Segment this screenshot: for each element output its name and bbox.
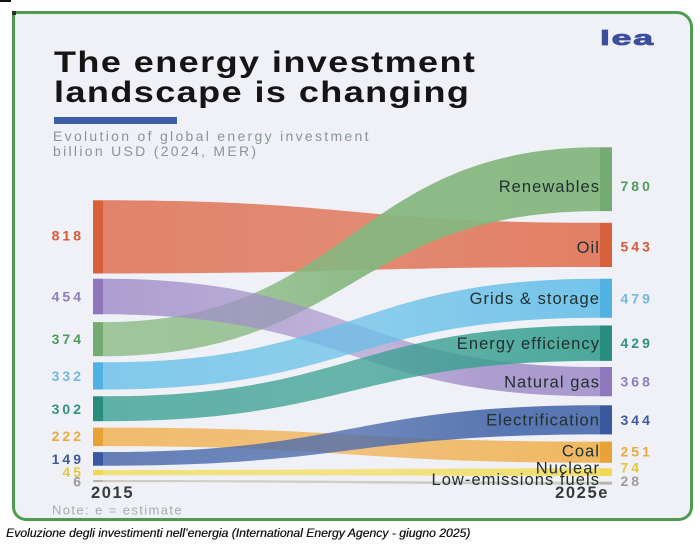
svg-text:344: 344 xyxy=(621,412,653,428)
svg-text:543: 543 xyxy=(621,238,653,254)
svg-text:429: 429 xyxy=(621,335,653,351)
svg-text:Low-emissions fuels: Low-emissions fuels xyxy=(431,471,600,489)
svg-text:222: 222 xyxy=(52,428,84,444)
svg-text:479: 479 xyxy=(621,290,653,306)
svg-text:Natural gas: Natural gas xyxy=(504,373,600,391)
svg-text:302: 302 xyxy=(52,401,84,417)
svg-text:Note: e = estimate: Note: e = estimate xyxy=(52,503,183,518)
svg-text:Oil: Oil xyxy=(577,239,600,257)
svg-text:332: 332 xyxy=(52,368,84,384)
svg-text:28: 28 xyxy=(621,473,643,489)
svg-text:149: 149 xyxy=(52,451,84,467)
svg-text:780: 780 xyxy=(621,178,653,194)
svg-text:74: 74 xyxy=(621,460,643,476)
svg-text:6: 6 xyxy=(73,473,84,489)
svg-text:454: 454 xyxy=(52,289,84,305)
svg-text:2025e: 2025e xyxy=(555,484,609,502)
svg-text:45: 45 xyxy=(62,464,84,480)
svg-text:Coal: Coal xyxy=(562,443,600,461)
svg-text:251: 251 xyxy=(621,444,653,460)
svg-text:Energy efficiency: Energy efficiency xyxy=(457,335,600,353)
svg-text:2015: 2015 xyxy=(91,484,134,502)
svg-text:Nuclear: Nuclear xyxy=(536,459,600,477)
svg-text:Renewables: Renewables xyxy=(499,178,600,196)
svg-text:374: 374 xyxy=(52,331,84,347)
svg-text:Grids & storage: Grids & storage xyxy=(470,290,600,308)
svg-text:818: 818 xyxy=(52,228,84,244)
svg-text:368: 368 xyxy=(621,374,653,390)
svg-text:Electrification: Electrification xyxy=(486,412,600,430)
